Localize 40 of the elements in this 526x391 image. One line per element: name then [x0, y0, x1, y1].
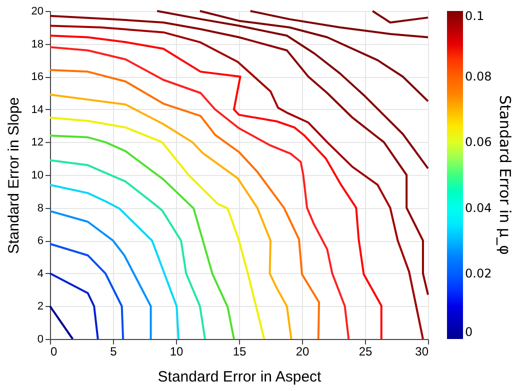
line-series: [249, 10, 429, 38]
line-series: [49, 134, 235, 340]
y-tick-label: 20: [31, 6, 44, 18]
color-bar-label: 0.08: [465, 70, 492, 84]
y-axis-title: Standard Error in Slope: [5, 97, 22, 254]
line-series: [156, 10, 429, 170]
line-series: [49, 242, 124, 340]
y-tick-label: 14: [31, 104, 44, 116]
y-tick-label: 0: [37, 334, 44, 346]
color-bar-label: 0.06: [465, 135, 492, 150]
line-series: [49, 159, 206, 340]
x-tick-label: 30: [415, 344, 429, 358]
x-tick-label: 5: [110, 344, 118, 358]
x-axis-title: Standard Error in Aspect: [158, 368, 322, 386]
color-bar-label: 0: [465, 325, 473, 339]
color-bar-label: 0.02: [465, 266, 492, 280]
line-series: [49, 14, 429, 296]
y-tick-label: 2: [37, 300, 44, 313]
x-tick-label: 25: [358, 344, 372, 358]
line-series: [49, 272, 99, 340]
x-tick-label: 20: [296, 344, 310, 358]
color-bar-label: 0.1: [465, 9, 484, 23]
y-tick-label: 8: [37, 202, 44, 214]
y-tick-label: 4: [37, 268, 44, 280]
y-tick-label: 12: [31, 136, 44, 149]
line-series: [49, 94, 292, 340]
y-tick-label: 10: [31, 170, 44, 182]
y-tick-label: 18: [31, 38, 44, 50]
y-tick-label: 6: [37, 235, 44, 248]
color-bar-title: Standard Error in μ_φ: [496, 95, 514, 255]
line-series: [198, 10, 429, 102]
x-tick-label: 15: [232, 344, 246, 358]
line-series: [49, 210, 152, 340]
line-series: [49, 184, 180, 340]
line-series: [49, 116, 266, 340]
x-tick-label: 0: [50, 344, 58, 358]
y-tick-label: 16: [31, 71, 44, 84]
color-bar-label: 0.04: [465, 200, 492, 215]
line-series: [49, 69, 320, 340]
x-tick-label: 10: [170, 344, 184, 358]
